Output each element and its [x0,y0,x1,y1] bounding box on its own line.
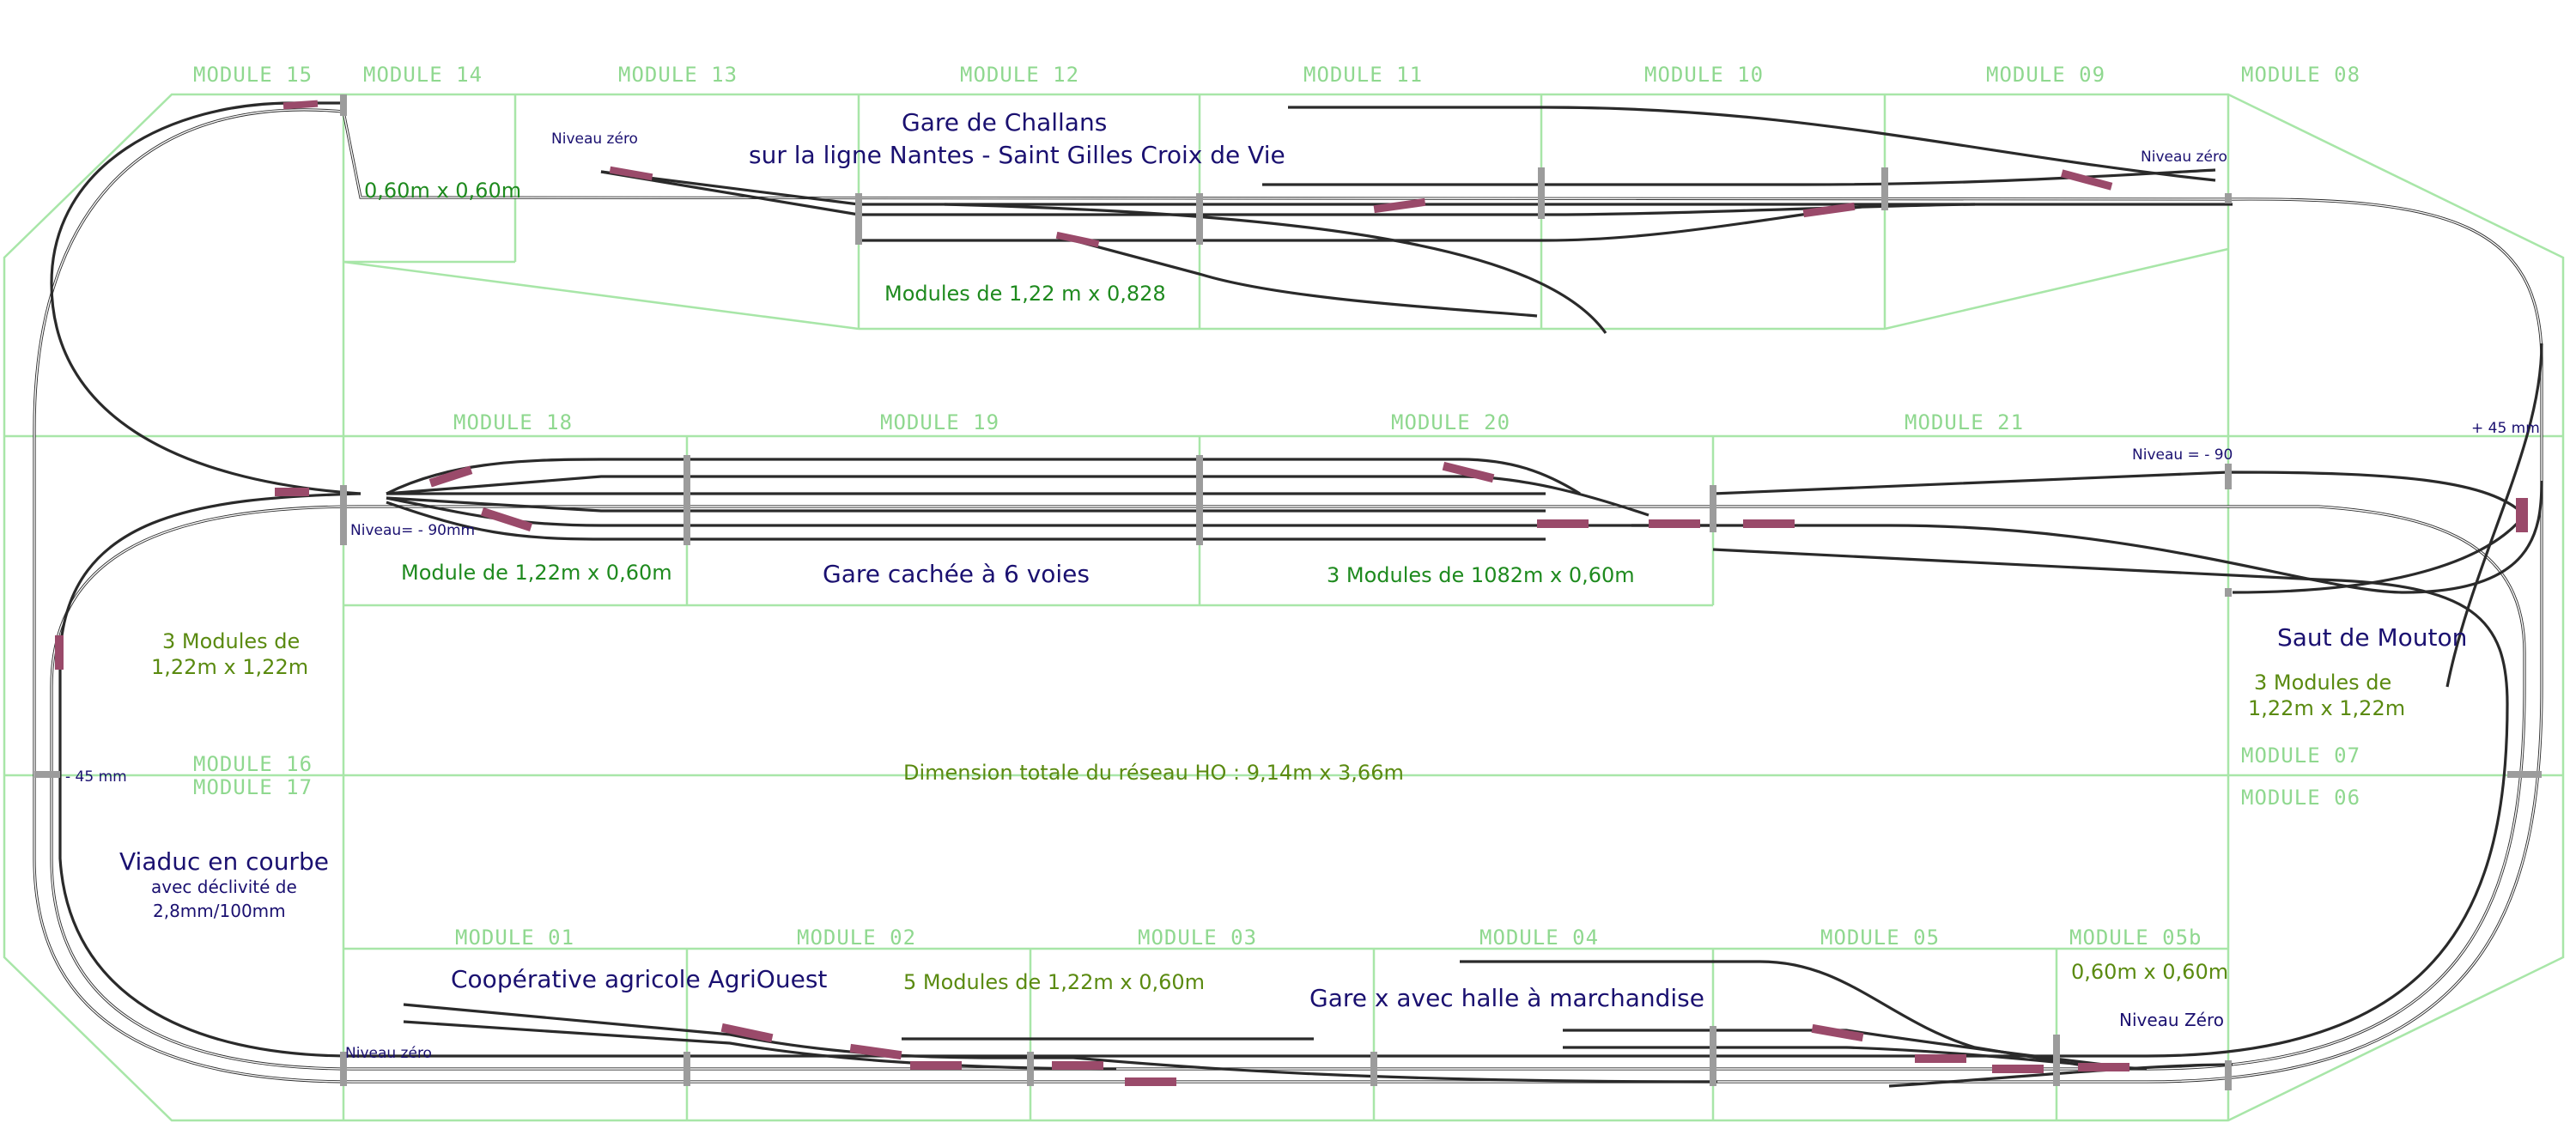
flyover-title: Saut de Mouton [2277,623,2467,652]
middle-modules-size-right: 3 Modules de 1082m x 0,60m [1327,563,1635,587]
track-joints [34,94,2542,1090]
module-label-05: MODULE 05 [1820,926,1940,950]
module-label-15: MODULE 15 [193,63,313,87]
viaduct-title: Viaduc en courbe [119,847,329,876]
hidden-station-title: Gare cachée à 6 voies [823,560,1090,588]
top-station-line: sur la ligne Nantes - Saint Gilles Croix… [749,141,1285,169]
annotations-bottom: Coopérative agricole AgriOuest 5 Modules… [345,960,2228,1062]
bottom-corner-size: 0,60m x 0,60m [2071,960,2228,984]
middle-level-left: Niveau= - 90mm [350,522,475,539]
module-labels: MODULE 15 MODULE 14 MODULE 13 MODULE 12 … [193,63,2360,950]
middle-module-size-left: Module de 1,22m x 0,60m [401,561,672,585]
left-modules-line2: 1,22m x 1,22m [151,655,308,679]
right-modules-line2: 1,22m x 1,22m [2248,696,2405,720]
module-label-21: MODULE 21 [1905,410,2024,434]
top-corner-size: 0,60m x 0,60m [364,179,521,203]
module-label-09: MODULE 09 [1986,63,2105,87]
annotations-left: 3 Modules de 1,22m x 1,22m - 45 mm Viadu… [65,629,329,921]
mainline-inner-loop [50,505,2526,1071]
top-level-right: Niveau zéro [2141,149,2227,166]
annotations-right: Saut de Mouton 3 Modules de 1,22m x 1,22… [2248,623,2467,720]
viaduct-line2: 2,8mm/100mm [153,901,286,921]
baseboard-outlines [3,93,2565,1122]
module-label-02: MODULE 02 [797,926,916,950]
module-label-10: MODULE 10 [1644,63,1764,87]
bottom-level-left: Niveau zéro [345,1045,432,1062]
module-label-06: MODULE 06 [2241,786,2360,810]
module-label-14: MODULE 14 [363,63,483,87]
module-label-20: MODULE 20 [1391,410,1510,434]
module-label-17: MODULE 17 [193,775,313,799]
bottom-station-title: Gare x avec halle à marchandise [1309,984,1704,1012]
total-dimension: Dimension totale du réseau HO : 9,14m x … [903,761,1404,785]
module-label-01: MODULE 01 [455,926,574,950]
module-label-05b: MODULE 05b [2069,926,2202,950]
module-label-13: MODULE 13 [618,63,738,87]
module-label-08: MODULE 08 [2241,63,2360,87]
annotations-center: Dimension totale du réseau HO : 9,14m x … [903,761,1404,785]
viaduct-line1: avec déclivité de [151,877,297,897]
bottom-modules-size: 5 Modules de 1,22m x 0,60m [903,970,1205,994]
module-label-18: MODULE 18 [453,410,573,434]
top-level-left: Niveau zéro [551,131,638,148]
plus-45-label: + 45 mm [2471,420,2540,437]
left-modules-line1: 3 Modules de [162,629,300,653]
middle-level-right: Niveau = - 90 [2132,446,2233,464]
right-modules-line1: 3 Modules de [2254,671,2391,695]
annotations-middle: Niveau= - 90mm Niveau = - 90 + 45 mm Mod… [350,420,2540,588]
module-label-16: MODULE 16 [193,752,313,776]
minus-45-label: - 45 mm [65,768,127,786]
top-modules-size: Modules de 1,22 m x 0,828 [884,282,1166,306]
module-label-07: MODULE 07 [2241,744,2360,768]
coop-title: Coopérative agricole AgriOuest [451,965,827,993]
module-label-19: MODULE 19 [880,410,999,434]
module-label-11: MODULE 11 [1303,63,1423,87]
module-label-04: MODULE 04 [1479,926,1599,950]
turnouts [55,100,2528,1086]
top-station-title: Gare de Challans [902,108,1107,137]
module-label-03: MODULE 03 [1138,926,1257,950]
bottom-level-right: Niveau Zéro [2119,1010,2224,1030]
annotations-top: Gare de Challans sur la ligne Nantes - S… [364,108,2227,306]
module-label-12: MODULE 12 [960,63,1079,87]
